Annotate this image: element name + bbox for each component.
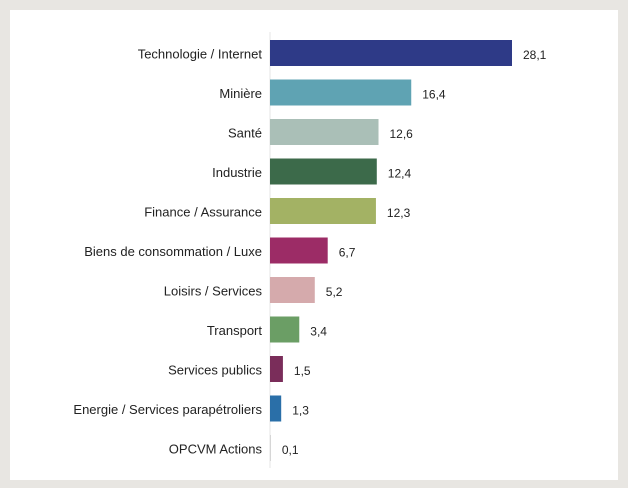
value-label: 1,5: [294, 364, 311, 378]
value-label: 12,4: [388, 167, 412, 181]
bar: [270, 40, 512, 66]
category-label: Services publics: [168, 362, 262, 377]
category-label: Santé: [228, 125, 262, 140]
category-label: Minière: [219, 86, 262, 101]
category-label: Finance / Assurance: [144, 204, 262, 219]
bar: [270, 356, 283, 382]
bar: [270, 237, 328, 264]
value-label: 3,4: [310, 325, 327, 339]
category-label: Loisirs / Services: [164, 283, 263, 298]
value-label: 12,3: [387, 206, 411, 220]
value-label: 6,7: [339, 246, 356, 260]
category-label: Energie / Services parapétroliers: [73, 402, 262, 417]
bar: [270, 198, 376, 224]
value-label: 0,1: [282, 443, 299, 457]
category-label: Transport: [207, 323, 263, 338]
category-label: Technologie / Internet: [138, 46, 263, 61]
bar: [270, 435, 271, 461]
value-label: 5,2: [326, 285, 343, 299]
category-label: Biens de consommation / Luxe: [84, 244, 262, 259]
category-label: Industrie: [212, 165, 262, 180]
bar: [270, 158, 377, 185]
bar: [270, 79, 412, 106]
value-label: 28,1: [523, 48, 547, 62]
value-label: 12,6: [390, 127, 414, 141]
bar: [270, 119, 379, 145]
value-label: 16,4: [422, 88, 446, 102]
bar: [270, 395, 282, 422]
bar: [270, 277, 315, 303]
bar: [270, 316, 300, 343]
value-label: 1,3: [292, 404, 309, 418]
category-label: OPCVM Actions: [169, 441, 263, 456]
